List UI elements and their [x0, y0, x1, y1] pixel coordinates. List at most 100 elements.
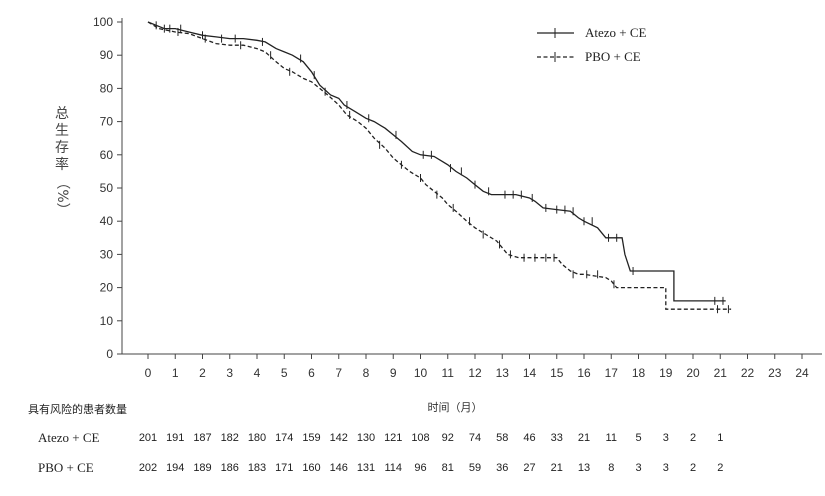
y-tick-label: 50	[100, 181, 114, 195]
risk-count: 3	[635, 462, 641, 474]
risk-count: 1	[717, 432, 723, 444]
y-tick-label: 30	[100, 247, 114, 261]
risk-count: 174	[275, 432, 293, 444]
y-tick-label: 100	[93, 15, 113, 29]
x-tick-label: 4	[254, 366, 261, 380]
risk-count: 3	[663, 432, 669, 444]
risk-count: 2	[690, 462, 696, 474]
legend-label: PBO + CE	[585, 49, 641, 64]
risk-count: 171	[275, 462, 293, 474]
y-tick-label: 20	[100, 281, 114, 295]
x-tick-label: 5	[281, 366, 288, 380]
risk-count: 21	[578, 432, 590, 444]
survival-curve-line	[147, 21, 732, 310]
risk-count: 3	[663, 462, 669, 474]
risk-count: 191	[166, 432, 184, 444]
risk-count: 5	[635, 432, 641, 444]
risk-count: 201	[139, 432, 157, 444]
risk-count: 2	[717, 462, 723, 474]
y-axis-label-char: 存	[55, 140, 69, 156]
risk-count: 160	[302, 462, 320, 474]
x-tick-label: 13	[496, 366, 510, 380]
risk-count: 92	[442, 432, 454, 444]
risk-table-row-label-atezo: Atezo + CE	[38, 430, 100, 445]
x-tick-label: 21	[714, 366, 728, 380]
risk-count: 202	[139, 462, 157, 474]
y-tick-label: 90	[100, 48, 114, 62]
risk-count: 2	[690, 432, 696, 444]
risk-count: 159	[302, 432, 320, 444]
risk-count: 11	[606, 432, 617, 444]
risk-count: 146	[330, 462, 348, 474]
series-atezo-ce	[147, 21, 726, 305]
risk-count: 189	[193, 462, 211, 474]
x-tick-label: 15	[550, 366, 564, 380]
x-tick-label: 20	[686, 366, 700, 380]
x-tick-label: 11	[442, 366, 455, 380]
y-tick-label: 80	[100, 81, 114, 95]
y-tick-label: 0	[106, 347, 113, 361]
y-tick-label: 10	[100, 314, 114, 328]
risk-table-row-label-pbo: PBO + CE	[38, 460, 94, 475]
x-tick-label: 22	[741, 366, 755, 380]
x-tick-label: 12	[468, 366, 482, 380]
series-layer	[147, 21, 732, 314]
risk-count: 21	[551, 462, 563, 474]
risk-count: 59	[469, 462, 481, 474]
risk-count: 58	[496, 432, 508, 444]
axes	[121, 18, 822, 355]
y-axis-label-char: 生	[55, 123, 69, 139]
legend: Atezo + CE PBO + CE	[537, 25, 647, 64]
x-tick-label: 16	[577, 366, 591, 380]
x-tick-label: 9	[390, 366, 397, 380]
x-tick-label: 8	[363, 366, 370, 380]
x-tick-label: 6	[308, 366, 315, 380]
risk-count: 187	[193, 432, 211, 444]
x-tick-label: 19	[659, 366, 673, 380]
risk-count: 36	[496, 462, 508, 474]
risk-count: 182	[221, 432, 239, 444]
x-tick-label: 10	[414, 366, 428, 380]
risk-count: 194	[166, 462, 184, 474]
survival-curve-line	[147, 21, 726, 302]
y-tick-label: 70	[100, 115, 114, 129]
y-tick-label: 60	[100, 148, 114, 162]
x-tick-label: 17	[605, 366, 619, 380]
legend-label: Atezo + CE	[585, 25, 647, 40]
x-tick-label: 23	[768, 366, 782, 380]
x-tick-label: 14	[523, 366, 537, 380]
y-axis-label-unit: （%）	[54, 175, 70, 216]
y-axis-label-char: 率	[55, 156, 69, 173]
risk-count: 130	[357, 432, 375, 444]
x-axis-label: 时间（月）	[428, 401, 483, 414]
risk-count: 81	[442, 462, 454, 474]
series-pbo-ce	[147, 21, 732, 314]
risk-count: 46	[523, 432, 535, 444]
risk-count: 33	[551, 432, 563, 444]
x-tick-label: 0	[145, 366, 152, 380]
risk-count: 74	[469, 432, 481, 444]
risk-count: 131	[357, 462, 375, 474]
x-tick-label: 7	[335, 366, 342, 380]
risk-count: 121	[384, 432, 402, 444]
x-tick-label: 24	[795, 366, 809, 380]
risk-count: 180	[248, 432, 266, 444]
y-axis-label: 总 生 存 率 （%）	[54, 106, 70, 217]
x-tick-label: 18	[632, 366, 646, 380]
risk-count: 142	[330, 432, 348, 444]
x-tick-label: 3	[226, 366, 233, 380]
x-axis-ticks: 0 1 2 3 4 5 6 7 8 9 10 11 12 13 14 15 16 17 18 19 20 21 22 23 24	[145, 354, 809, 380]
risk-table-title: 具有风险的患者数量	[28, 402, 127, 416]
risk-count: 96	[414, 462, 426, 474]
y-axis-label-char: 总	[55, 106, 69, 122]
risk-count: 8	[608, 462, 614, 474]
x-tick-label: 2	[199, 366, 206, 380]
risk-count: 114	[384, 462, 402, 474]
risk-count: 186	[221, 462, 239, 474]
risk-table-values: 201 191 187 182 180 174 159 142 130 121 108 92 74 58 4…	[139, 432, 723, 474]
risk-count: 27	[523, 462, 535, 474]
risk-count: 108	[411, 432, 429, 444]
y-tick-label: 40	[100, 214, 114, 228]
y-axis-ticks: 0 10 20 30 40 50 60 70 80 90 100	[93, 15, 122, 361]
